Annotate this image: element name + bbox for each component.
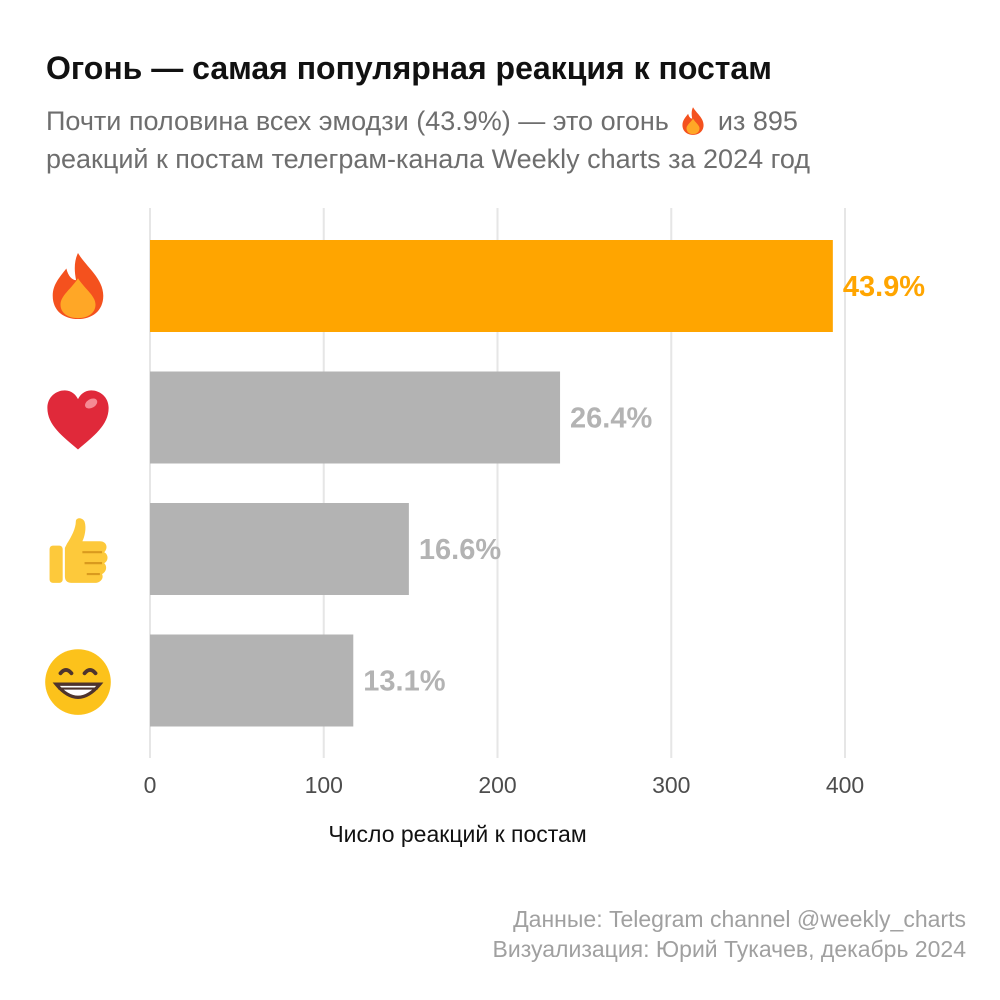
thumbs-up-icon [49, 518, 108, 583]
x-axis-title: Число реакций к постам [328, 821, 586, 847]
chart-title: Огонь — самая популярная реакция к поста… [46, 50, 772, 86]
fire-icon [52, 252, 104, 320]
x-tick-label: 300 [652, 772, 690, 798]
subtitle-line2: реакций к постам телеграм-канала Weekly … [46, 144, 811, 174]
bar-grinning-face [150, 634, 354, 727]
data-label: 43.9% [843, 271, 925, 303]
x-tick-label: 200 [478, 772, 516, 798]
caption-source: Данные: Telegram channel @weekly_charts [513, 906, 966, 932]
data-label: 13.1% [363, 666, 445, 698]
beaming-face-icon [45, 649, 111, 715]
bar-heart [150, 371, 561, 464]
subtitle-line1-start: Почти половина всех эмодзи (43.9%) — это… [46, 106, 669, 136]
fire-icon [682, 107, 704, 135]
chart-subtitle: Почти половина всех эмодзи (43.9%) — это… [46, 102, 986, 178]
data-label: 16.6% [419, 534, 501, 566]
x-tick-label: 100 [305, 772, 343, 798]
x-tick-label: 0 [144, 772, 157, 798]
bar-thumbs-up [150, 503, 409, 595]
bar-fire [150, 240, 833, 332]
bar-chart: 0 100 200 300 400 43.9% 26.4% 16.6% 13.1% Число р… [144, 208, 925, 847]
x-tick-label: 400 [826, 772, 864, 798]
red-heart-icon [47, 390, 109, 450]
subtitle-line1-end: из 895 [717, 106, 798, 136]
caption-author: Визуализация: Юрий Тукачев, декабрь 2024 [492, 936, 966, 962]
data-label: 26.4% [570, 403, 652, 435]
